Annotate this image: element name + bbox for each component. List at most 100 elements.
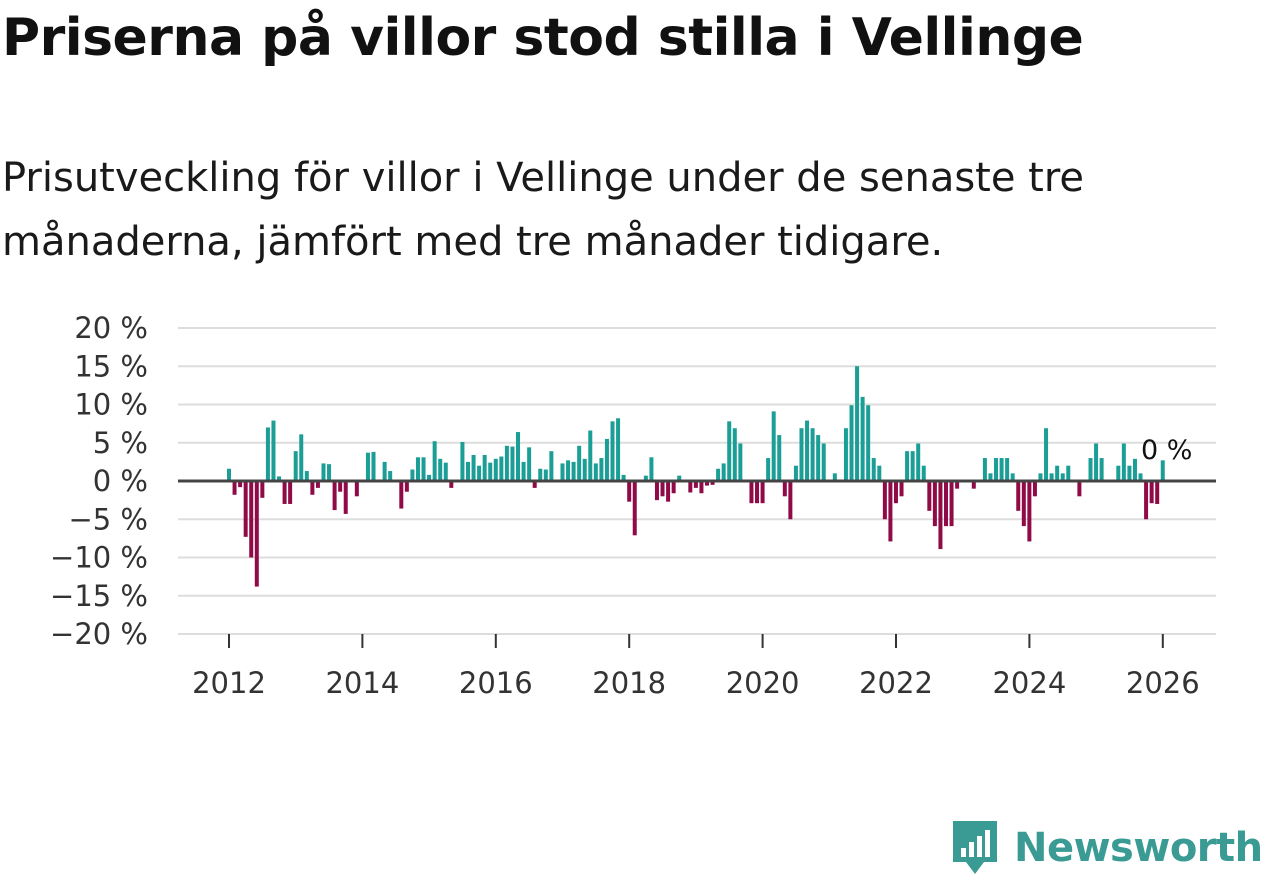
last-value-label: 0 % bbox=[1141, 435, 1192, 466]
bar bbox=[315, 481, 320, 488]
bar bbox=[782, 481, 787, 497]
bar bbox=[905, 451, 910, 481]
bar bbox=[899, 481, 904, 497]
bar bbox=[971, 481, 976, 489]
bar bbox=[666, 481, 671, 502]
bar bbox=[249, 481, 254, 558]
bar bbox=[538, 468, 543, 481]
bar bbox=[871, 458, 876, 481]
bar bbox=[1149, 481, 1154, 504]
bar bbox=[938, 481, 943, 550]
bar bbox=[543, 469, 548, 481]
bar bbox=[321, 463, 326, 481]
bar bbox=[821, 443, 826, 481]
bar bbox=[504, 445, 509, 481]
bar bbox=[649, 457, 654, 481]
bar bbox=[499, 456, 504, 481]
bar bbox=[232, 481, 237, 495]
bar bbox=[388, 471, 393, 481]
gridlines bbox=[178, 327, 1216, 635]
bar bbox=[932, 481, 937, 527]
bar bbox=[777, 435, 782, 481]
x-tick-label: 2018 bbox=[592, 666, 666, 700]
bar bbox=[449, 481, 454, 488]
bar bbox=[766, 458, 771, 481]
bar bbox=[549, 451, 554, 481]
bar bbox=[849, 405, 854, 481]
brand-name: Newsworthy bbox=[1014, 825, 1262, 871]
bar bbox=[610, 421, 615, 481]
bar bbox=[1138, 473, 1143, 481]
bar bbox=[994, 458, 999, 481]
bar bbox=[654, 481, 659, 501]
bar bbox=[354, 481, 359, 497]
bar bbox=[805, 420, 810, 481]
bar bbox=[705, 481, 709, 486]
bar bbox=[1021, 481, 1026, 527]
bar bbox=[1160, 460, 1165, 481]
bar bbox=[421, 457, 426, 481]
bar bbox=[627, 481, 632, 502]
bar bbox=[427, 474, 432, 481]
bar bbox=[288, 481, 293, 504]
bar bbox=[1060, 473, 1065, 481]
bar bbox=[493, 458, 498, 481]
bar bbox=[727, 421, 732, 481]
bar bbox=[621, 474, 626, 481]
bar bbox=[254, 481, 259, 587]
bar bbox=[265, 427, 270, 481]
bar bbox=[471, 454, 476, 481]
bar bbox=[460, 441, 465, 481]
bar bbox=[999, 458, 1004, 481]
bar bbox=[1144, 481, 1149, 520]
bar bbox=[404, 481, 409, 492]
bar bbox=[599, 458, 604, 481]
bar bbox=[466, 461, 470, 482]
bar bbox=[916, 443, 921, 481]
bar bbox=[443, 462, 448, 481]
bar bbox=[1066, 465, 1071, 481]
bar bbox=[304, 471, 309, 481]
y-tick-label: −5 % bbox=[68, 502, 148, 536]
bar bbox=[1099, 458, 1104, 481]
bar bbox=[921, 465, 926, 481]
newsworthy-logo-icon bbox=[953, 821, 997, 874]
x-tick-label: 2022 bbox=[859, 666, 933, 700]
bar bbox=[338, 481, 343, 492]
bar bbox=[310, 481, 315, 495]
y-tick-label: 10 % bbox=[74, 388, 148, 422]
bar bbox=[415, 457, 420, 481]
bar bbox=[577, 445, 582, 481]
bar bbox=[1132, 458, 1137, 481]
bar bbox=[277, 476, 282, 481]
bar bbox=[238, 481, 243, 488]
bar bbox=[593, 463, 598, 481]
bar bbox=[1016, 481, 1021, 511]
bar bbox=[371, 451, 376, 481]
bar bbox=[755, 481, 760, 504]
bar bbox=[1032, 481, 1037, 497]
bar bbox=[643, 475, 648, 481]
bar bbox=[843, 428, 848, 481]
bar bbox=[365, 452, 370, 481]
bar bbox=[282, 481, 287, 504]
y-tick-label: 15 % bbox=[74, 349, 148, 383]
y-tick-label: −20 % bbox=[50, 617, 148, 651]
bar bbox=[1044, 428, 1049, 481]
bar bbox=[271, 420, 276, 481]
bar bbox=[521, 461, 526, 482]
bar bbox=[910, 451, 915, 481]
bar bbox=[382, 461, 387, 482]
bar bbox=[327, 464, 332, 481]
bar bbox=[893, 481, 898, 504]
bar bbox=[816, 435, 821, 481]
bar bbox=[299, 434, 304, 481]
bar bbox=[866, 405, 871, 481]
bar bbox=[721, 463, 726, 481]
bar bbox=[949, 481, 954, 527]
bar bbox=[438, 458, 443, 481]
bar bbox=[566, 460, 571, 481]
bar bbox=[260, 481, 265, 498]
bar bbox=[793, 465, 798, 481]
bar bbox=[855, 366, 860, 481]
